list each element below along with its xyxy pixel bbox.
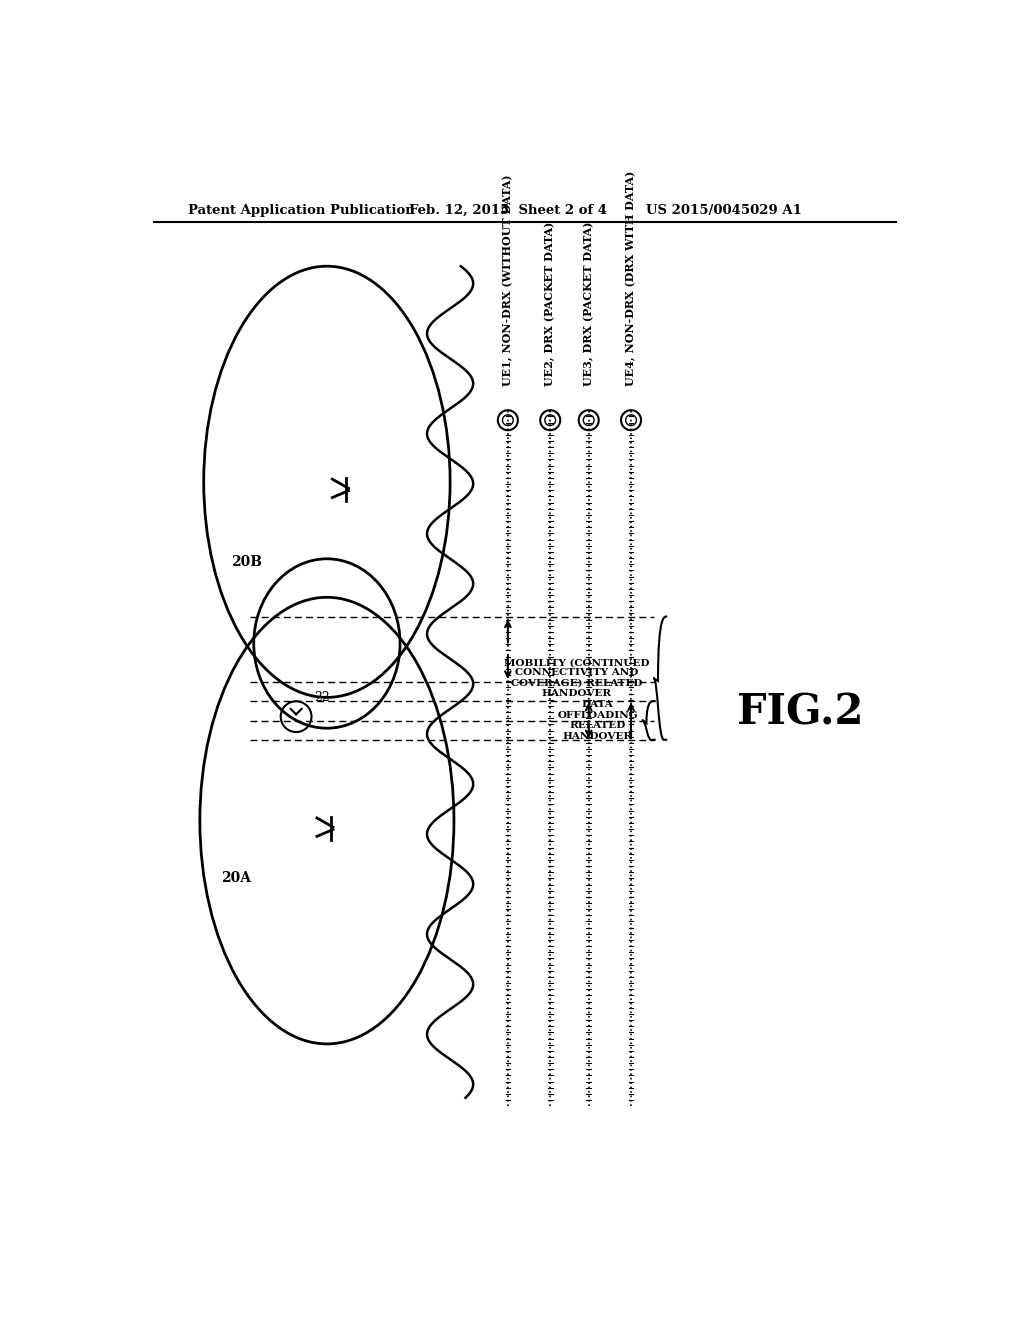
Text: DATA
OFFLOADING
RELATED
HANDOVER: DATA OFFLOADING RELATED HANDOVER	[557, 701, 638, 741]
Text: 22: 22	[313, 692, 330, 705]
Text: MOBILITY (CONTINUED
CONNECTIVITY AND
COVERAGE) RELATED
HANDOVER: MOBILITY (CONTINUED CONNECTIVITY AND COV…	[504, 659, 649, 698]
Text: Feb. 12, 2015  Sheet 2 of 4: Feb. 12, 2015 Sheet 2 of 4	[410, 205, 607, 218]
Text: 20B: 20B	[230, 556, 262, 569]
Text: UE2, DRX (PACKET DATA): UE2, DRX (PACKET DATA)	[545, 222, 556, 385]
Text: US 2015/0045029 A1: US 2015/0045029 A1	[646, 205, 803, 218]
Text: UE4, NON-DRX (DRX WITH DATA): UE4, NON-DRX (DRX WITH DATA)	[626, 170, 637, 385]
Text: FIG.2: FIG.2	[737, 692, 863, 734]
Text: UE3, DRX (PACKET DATA): UE3, DRX (PACKET DATA)	[584, 222, 594, 385]
Text: Patent Application Publication: Patent Application Publication	[188, 205, 415, 218]
Text: UE1, NON-DRX (WITHOUT DATA): UE1, NON-DRX (WITHOUT DATA)	[503, 174, 513, 385]
Text: 20A: 20A	[221, 871, 252, 886]
